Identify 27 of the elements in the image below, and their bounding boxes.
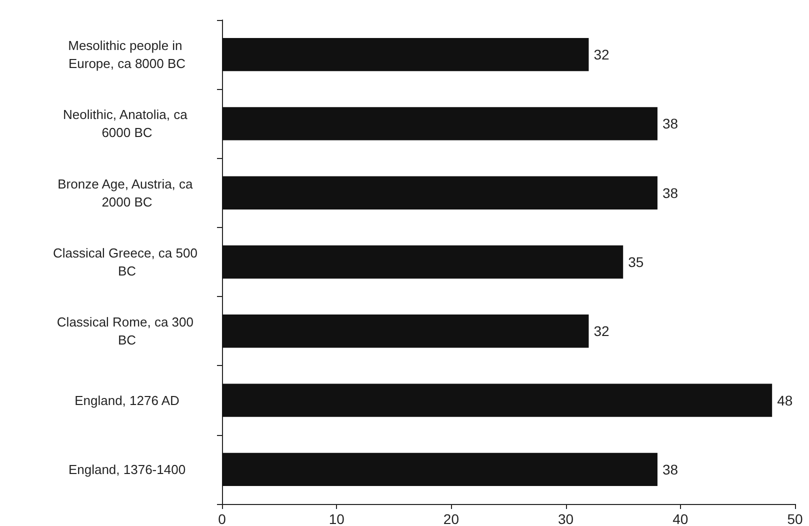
data-label: 38	[662, 184, 678, 201]
data-label: 35	[628, 254, 644, 270]
data-label: 38	[662, 461, 678, 478]
data-label: 48	[777, 392, 793, 408]
y-tick-label: England, 1376-1400	[68, 462, 186, 477]
y-tick-label: Mesolithic people in Europe, ca 8000 BC	[68, 38, 186, 72]
bar	[222, 38, 589, 72]
x-tick-label: 20	[443, 511, 460, 526]
bar	[222, 176, 658, 210]
x-tick-label: 30	[558, 511, 574, 526]
x-tick-label: 50	[787, 511, 803, 526]
x-tick-label: 0	[218, 511, 226, 526]
bar	[222, 314, 589, 348]
data-label: 38	[662, 116, 678, 132]
bar	[222, 384, 772, 417]
bar	[222, 452, 658, 486]
bar	[222, 107, 658, 140]
y-tick-label: Classical Greece, ca 500 BC	[52, 246, 202, 278]
bar	[222, 245, 624, 279]
y-tick-label: Classical Rome, ca 300 BC	[56, 314, 198, 348]
y-tick-label: Neolithic, Anatolia, ca 6000 BC	[63, 107, 191, 140]
y-tick-label: England, 1276 AD	[74, 392, 180, 408]
data-label: 32	[594, 46, 610, 63]
data-label: 32	[594, 323, 610, 340]
x-tick-label: 10	[328, 511, 345, 526]
y-tick-label: Bronze Age, Austria, ca 2000 BC	[58, 176, 196, 210]
x-tick-label: 40	[672, 511, 688, 526]
